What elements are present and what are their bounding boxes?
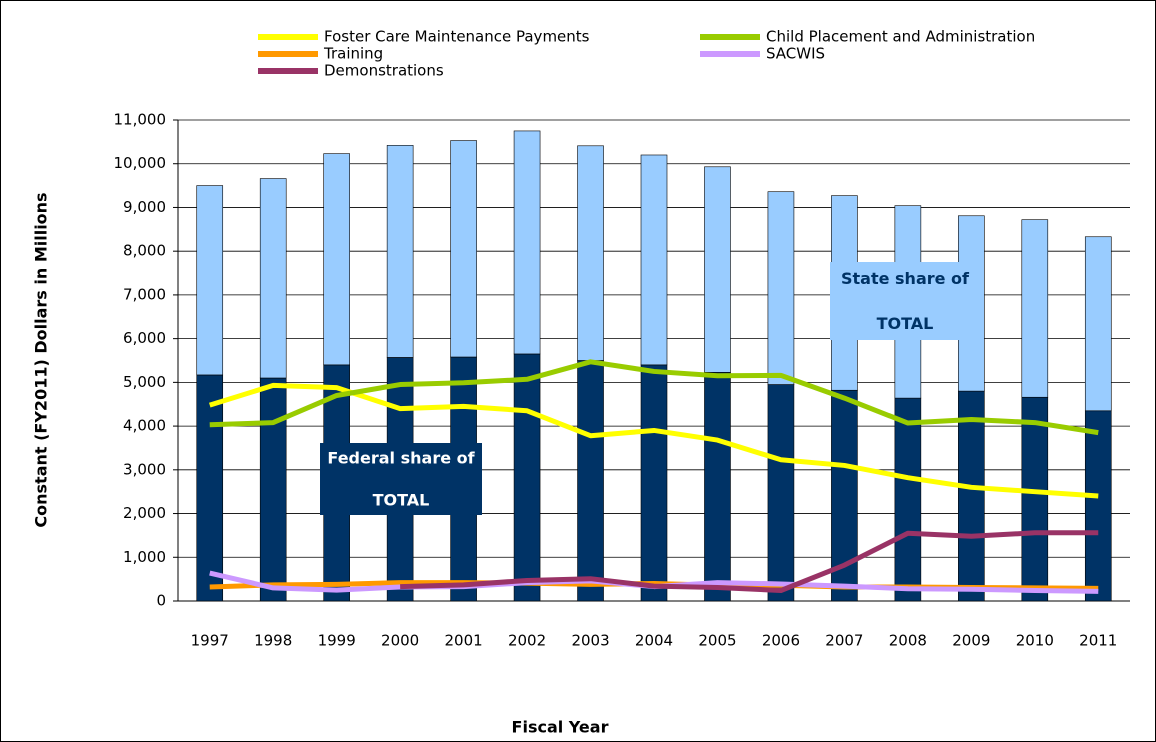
x-tick-label: 2008: [889, 632, 927, 650]
y-tick-label: 7,000: [123, 285, 166, 303]
bar: [958, 390, 985, 602]
x-tick-label: 2007: [825, 632, 863, 650]
x-tick-label: 1997: [191, 632, 229, 650]
bar: [577, 145, 604, 361]
legend-label: Child Placement and Administration: [766, 28, 1035, 46]
annotation-text: State share of: [841, 269, 970, 288]
bar: [450, 140, 477, 358]
y-tick-label: 9,000: [123, 198, 166, 216]
legend-label: Foster Care Maintenance Payments: [324, 28, 590, 46]
y-tick-label: 4,000: [123, 417, 166, 435]
x-tick-label: 2010: [1016, 632, 1054, 650]
x-tick-label: 2003: [571, 632, 609, 650]
y-tick-label: 2,000: [123, 504, 166, 522]
legend-label: SACWIS: [766, 45, 825, 63]
bar: [1021, 396, 1049, 602]
y-tick-label: 11,000: [114, 111, 167, 129]
annotation-box: [320, 443, 482, 515]
x-tick-label: 2004: [635, 632, 673, 650]
bar: [704, 372, 731, 602]
y-tick-label: 3,000: [123, 460, 166, 478]
bar: [640, 364, 668, 602]
y-tick-label: 10,000: [114, 154, 167, 172]
bar: [640, 154, 668, 366]
bar: [196, 185, 224, 376]
bar: [259, 178, 287, 379]
bar: [386, 145, 414, 358]
bar: [513, 353, 541, 602]
bar: [1084, 236, 1112, 412]
y-tick-label: 8,000: [123, 242, 166, 260]
x-tick-label: 2009: [952, 632, 990, 650]
annotation-text: TOTAL: [877, 314, 934, 333]
bar: [196, 374, 224, 602]
x-tick-label: 1999: [318, 632, 356, 650]
y-tick-label: 0: [156, 592, 166, 610]
annotation-text: Federal share of: [327, 449, 475, 468]
annotation-box: [830, 262, 980, 340]
bar: [704, 166, 731, 373]
annotation-text: TOTAL: [373, 491, 430, 510]
x-tick-label: 2000: [381, 632, 419, 650]
bar: [767, 191, 795, 385]
legend-label: Demonstrations: [324, 62, 444, 80]
x-tick-label: 2006: [762, 632, 800, 650]
y-tick-label: 1,000: [123, 548, 166, 566]
legend-label: Training: [323, 45, 383, 63]
y-tick-label: 5,000: [123, 373, 166, 391]
bar: [259, 377, 287, 602]
x-tick-label: 2005: [698, 632, 736, 650]
line-series: [400, 530, 1099, 594]
x-axis-label: Fiscal Year: [512, 718, 609, 737]
bar: [323, 153, 350, 366]
x-tick-label: 1998: [254, 632, 292, 650]
y-tick-label: 6,000: [123, 329, 166, 347]
line-series: [208, 382, 1099, 499]
y-axis-label: Constant (FY2011) Dollars in Millions: [32, 192, 51, 527]
bar: [894, 397, 922, 602]
bar: [1021, 219, 1049, 398]
x-tick-label: 2002: [508, 632, 546, 650]
bar: [577, 360, 604, 602]
bar: [1084, 410, 1112, 602]
bar: [513, 130, 541, 355]
line-series: [209, 359, 1099, 436]
bar: [767, 384, 795, 602]
x-tick-label: 2001: [445, 632, 483, 650]
x-tick-label: 2011: [1079, 632, 1117, 650]
